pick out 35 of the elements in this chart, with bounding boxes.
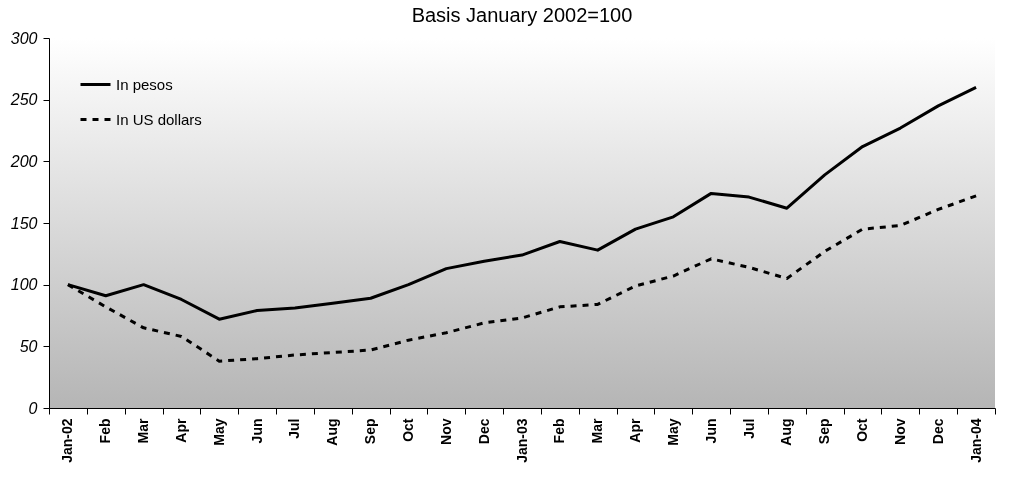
x-tick-label: Aug (324, 418, 341, 446)
x-tick-label: Jun (702, 418, 719, 444)
x-tick-label: Oct (399, 418, 416, 442)
y-tick-label: 300 (10, 29, 38, 47)
x-tick-label: Apr (172, 417, 189, 443)
legend-label: In US dollars (116, 110, 202, 128)
x-tick-label: Dec (929, 418, 946, 445)
y-tick-label: 200 (9, 152, 38, 170)
y-tick-label: 50 (19, 337, 38, 355)
x-tick-label: Jul (286, 418, 303, 439)
x-tick-label: May (664, 418, 681, 446)
x-tick-label: Jan-02 (59, 418, 76, 463)
y-tick-label: 100 (10, 276, 38, 294)
x-tick-label: Aug (778, 418, 795, 446)
x-tick-label: Jan-03 (513, 418, 530, 463)
x-tick-label: Nov (437, 418, 454, 445)
x-tick-label: Feb (97, 418, 114, 444)
x-tick-label: Apr (627, 417, 644, 443)
y-tick-label: 250 (9, 91, 38, 109)
x-tick-label: Nov (891, 418, 908, 445)
x-tick-label: Mar (589, 417, 606, 444)
legend-label: In pesos (116, 75, 173, 93)
y-tick-label: 150 (10, 214, 38, 232)
x-tick-label: Oct (854, 418, 871, 442)
chart-title: Basis January 2002=100 (411, 4, 633, 26)
x-tick-label: Feb (551, 418, 568, 444)
x-tick-label: Dec (475, 418, 492, 445)
x-tick-label: Sep (362, 418, 379, 445)
x-tick-label: Sep (816, 418, 833, 445)
x-tick-label: May (210, 418, 227, 446)
x-tick-label: Jun (248, 418, 265, 444)
x-tick-label: Jan-04 (967, 418, 984, 463)
x-tick-label: Mar (135, 417, 152, 444)
y-tick-label: 0 (28, 399, 38, 417)
x-tick-label: Jul (740, 418, 757, 439)
